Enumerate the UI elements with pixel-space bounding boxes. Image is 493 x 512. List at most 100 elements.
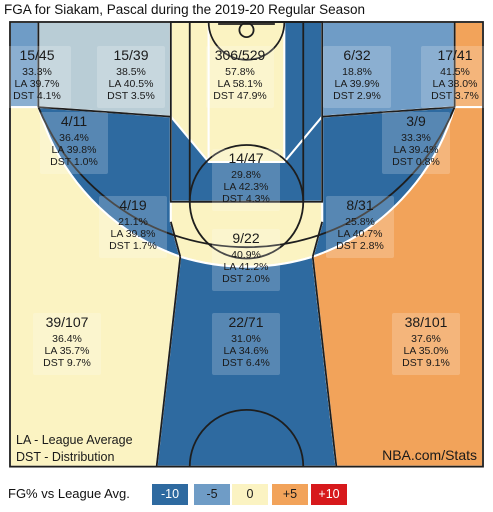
zone-label-6: 17/41 41.5%LA 38.0%DST 3.7% [421,46,489,108]
zone-fg-pct: 41.5% [440,66,470,78]
zone-fg-made-attempted: 39/107 [46,314,89,330]
zone-label-3: 306/529 57.8%LA 58.1%DST 47.9% [206,46,274,108]
scale-swatch-minus-10: -10 [152,484,188,505]
zone-label-backdrop [212,229,280,291]
zone-label-backdrop [323,46,391,108]
lane-inner [188,21,305,203]
zone-distribution: DST 1.0% [50,156,98,168]
zone-league-avg: LA 35.7% [45,345,90,357]
zone-label-backdrop [99,196,167,258]
zone-label-13: 38/101 37.6%LA 35.0%DST 9.1% [392,313,460,375]
zone-fg-pct: 25.8% [345,216,375,228]
zone-label-backdrop [212,313,280,375]
zone-label-7: 14/47 29.8%LA 42.3%DST 4.3% [212,149,280,211]
scale-swatch-zero: 0 [232,484,268,505]
zone-fg-pct: 29.8% [231,169,261,181]
zone-label-backdrop [326,196,394,258]
zone-fg-pct: 36.4% [59,132,89,144]
zone-fg-made-attempted: 8/31 [346,197,373,213]
restricted-area-arc [207,21,286,61]
zone-label-backdrop [33,313,101,375]
zone-label-2: 15/39 38.5%LA 40.5%DST 3.5% [97,46,165,108]
zone-distribution: DST 3.7% [431,90,479,102]
fg-legend: FG% vs League Avg. -10 -5 0 +5 +10 [0,482,493,508]
zone-distribution: DST 2.8% [336,240,384,252]
zone-fg-made-attempted: 38/101 [405,314,448,330]
zone-distribution: DST 6.4% [222,357,270,369]
zone-distribution: DST 4.1% [13,90,61,102]
zone-fg-pct: 40.9% [231,249,261,261]
zone-distribution: DST 0.8% [392,156,440,168]
zone-league-avg: LA 39.4% [394,144,439,156]
zone-fg-made-attempted: 4/11 [61,113,87,129]
zone-league-avg: LA 35.0% [404,345,449,357]
zone-label-backdrop [97,46,165,108]
zone-label-1: 4/11 36.4%LA 39.8%DST 1.0% [40,112,108,174]
source-label: NBA.com/Stats [382,447,477,463]
zone-fg-pct: 18.8% [342,66,372,78]
zone-fg-made-attempted: 17/41 [437,47,472,63]
zone-label-0: 15/45 33.3%LA 39.7%DST 4.1% [3,46,71,108]
zone-label-4: 6/32 18.8%LA 39.9%DST 2.9% [323,46,391,108]
zone-fg-made-attempted: 6/32 [343,47,370,63]
zone-fg-made-attempted: 14/47 [228,150,263,166]
zone-league-avg: LA 39.8% [111,228,156,240]
zone-fg-pct: 37.6% [411,333,441,345]
free-throw-circle [188,144,305,260]
zone-label-backdrop [40,112,108,174]
scale-swatch-minus-5: -5 [194,484,230,505]
zone-distribution: DST 1.7% [109,240,157,252]
zone-label-9: 8/31 25.8%LA 40.7%DST 2.8% [326,196,394,258]
zone-fg-pct: 33.3% [401,132,431,144]
zone-league-avg: LA 39.8% [52,144,97,156]
zone-league-avg: LA 38.0% [433,78,478,90]
zone-distribution: DST 2.0% [222,273,270,285]
three-divider-left [155,256,182,467]
center-circle-arc [188,409,305,467]
mid-divider-right [322,106,455,118]
zone-league-avg: LA 39.7% [15,78,60,90]
zone-fg-pct: 36.4% [52,333,82,345]
zone-label-backdrop [212,149,280,211]
zone-distribution: DST 9.1% [402,357,450,369]
zone-label-5: 3/9 33.3%LA 39.4%DST 0.8% [382,112,450,174]
zone-distribution: DST 2.9% [333,90,381,102]
zone-label-backdrop [392,313,460,375]
zone-label-10: 9/22 40.9%LA 41.2%DST 2.0% [212,229,280,291]
zone-label-backdrop [3,46,71,108]
zone-distribution: DST 3.5% [107,90,155,102]
zone-fg-made-attempted: 15/39 [113,47,148,63]
scale-swatch-plus-10: +10 [311,484,347,505]
legend-la-note: LA - League Average [16,433,133,447]
zone-fg-pct: 38.5% [116,66,146,78]
three-divider-right [311,256,338,467]
zone-league-avg: LA 58.1% [218,78,263,90]
zone-label-backdrop [382,112,450,174]
zone-distribution: DST 4.3% [222,193,270,205]
zone-label-8: 4/19 21.1%LA 39.8%DST 1.7% [99,196,167,258]
fg-legend-label: FG% vs League Avg. [8,486,130,501]
zone-fg-made-attempted: 306/529 [215,47,266,63]
zone-league-avg: LA 42.3% [224,181,269,193]
zone-fg-made-attempted: 3/9 [406,113,426,129]
zone-fg-made-attempted: 4/19 [119,197,146,213]
zone-fg-pct: 31.0% [231,333,261,345]
mid-divider-left [38,106,171,118]
chart-title: FGA for Siakam, Pascal during the 2019-2… [4,2,365,17]
zone-fg-pct: 57.8% [225,66,255,78]
zone-league-avg: LA 39.9% [335,78,380,90]
scale-swatch-plus-5: +5 [272,484,308,505]
zone-fg-made-attempted: 15/45 [19,47,54,63]
zone-label-backdrop [206,46,274,108]
mid-divider-right-lower [311,221,324,257]
zone-distribution: DST 9.7% [43,357,91,369]
zone-fg-made-attempted: 22/71 [228,314,263,330]
zone-distribution: DST 47.9% [213,90,267,102]
zone-label-11: 39/107 36.4%LA 35.7%DST 9.7% [33,313,101,375]
zone-fg-made-attempted: 9/22 [232,230,259,246]
mid-divider-left-lower [169,221,182,257]
zone-label-backdrop [421,46,489,108]
rim [238,22,255,38]
